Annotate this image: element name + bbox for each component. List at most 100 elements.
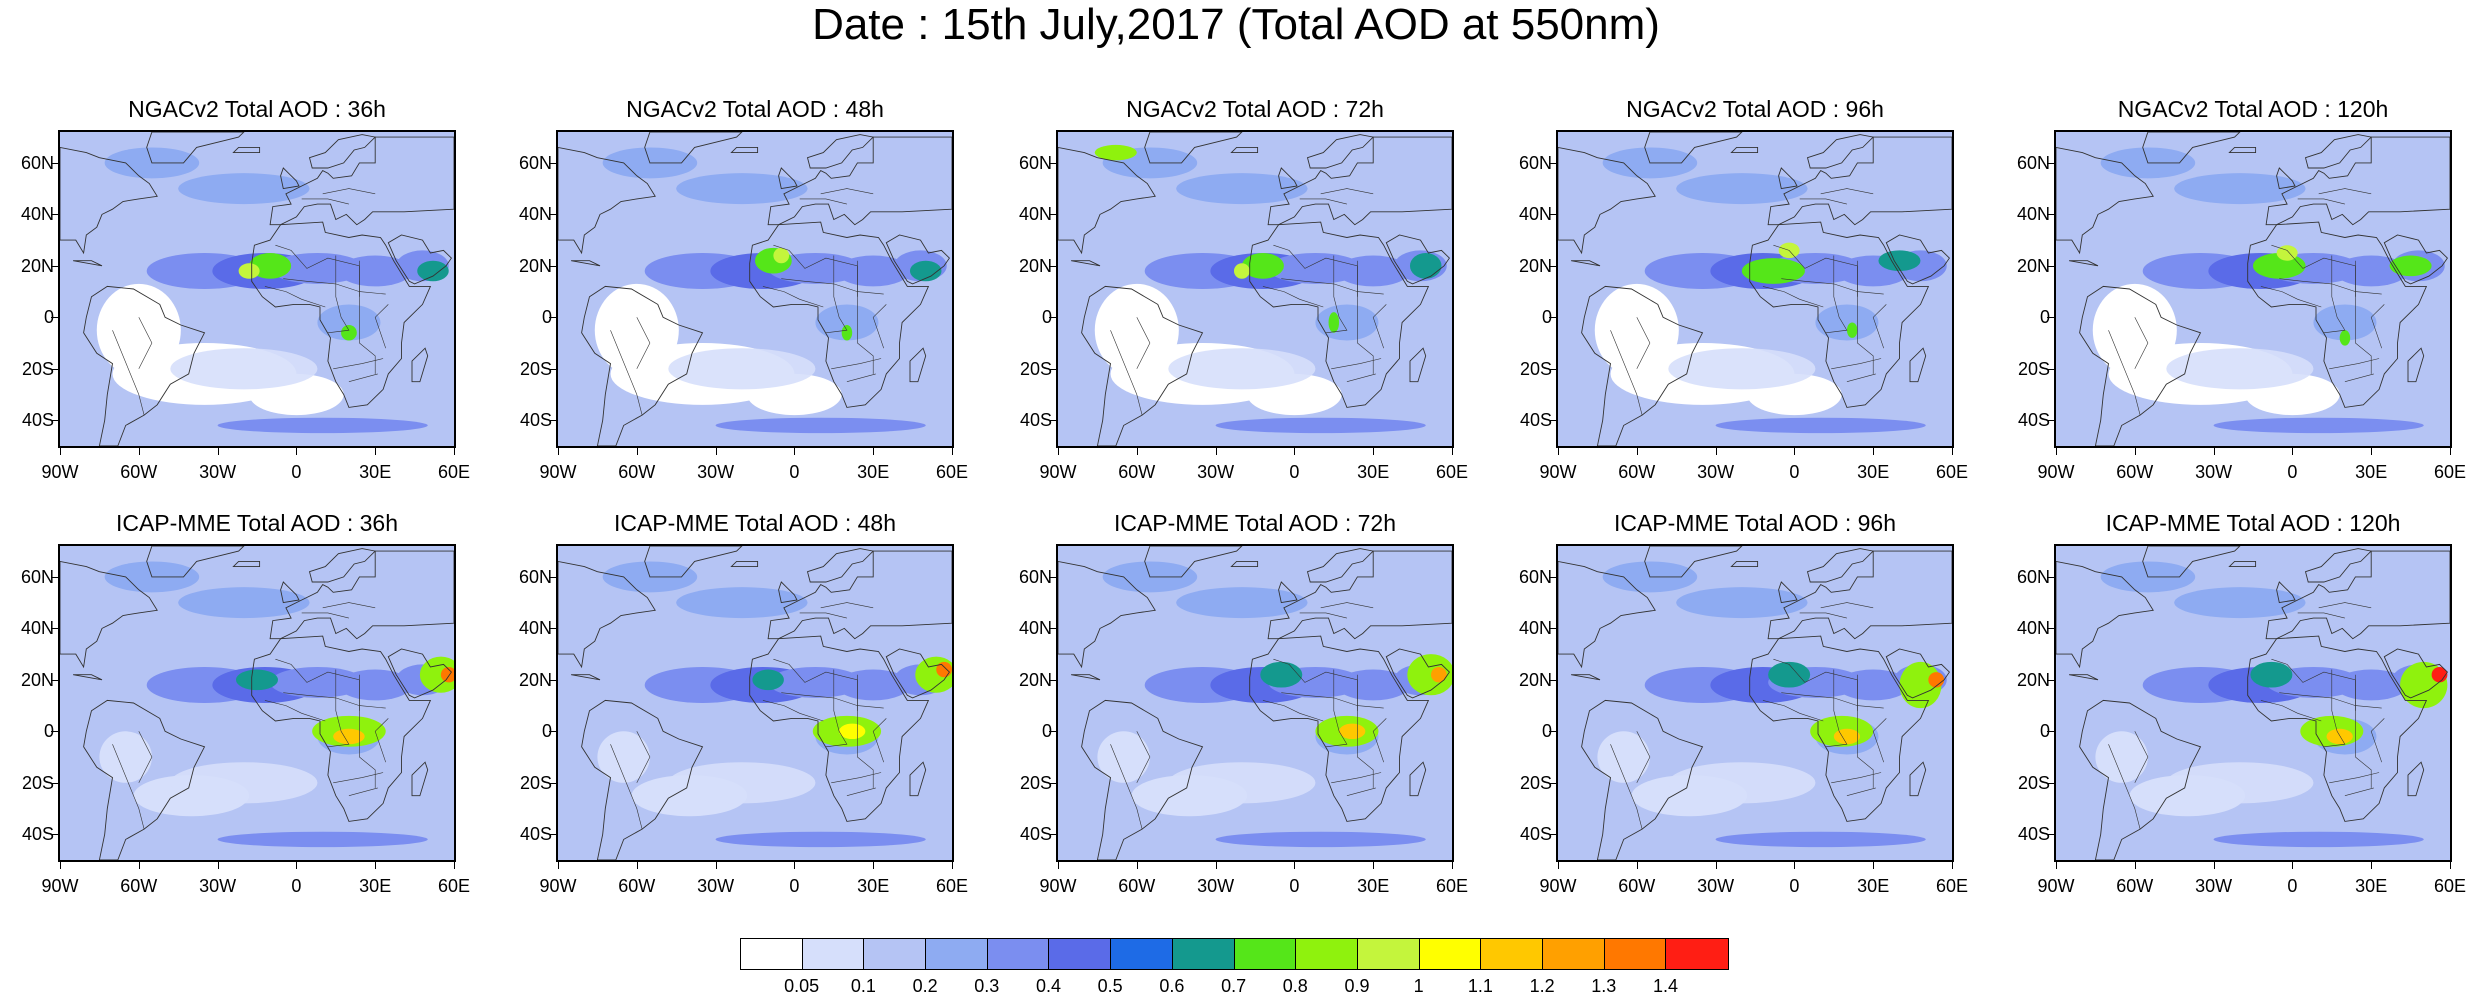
coastline-madagascar — [909, 761, 927, 797]
x-tick-mark — [2213, 448, 2215, 455]
country-border — [762, 286, 824, 308]
x-tick-label: 30E — [359, 876, 392, 896]
country-border — [1825, 255, 1848, 334]
country-border — [2134, 317, 2149, 369]
y-tick-label: 20S — [1019, 772, 1052, 793]
aod-low-region — [170, 762, 318, 804]
y-tick-label: 20S — [1519, 772, 1552, 793]
y-tick-mark — [549, 782, 556, 784]
x-tick-label: 60E — [1935, 462, 1969, 482]
x-tick-mark — [138, 448, 140, 455]
coastline-caribbean — [571, 674, 601, 681]
country-border — [1762, 700, 1824, 722]
panel-title: NGACv2 Total AOD : 36h — [128, 96, 386, 122]
country-border — [1346, 787, 1376, 796]
country-border — [138, 317, 153, 369]
coastline-europe — [1267, 548, 1452, 640]
coastline-iceland — [2228, 560, 2257, 568]
country-border — [2108, 744, 2141, 830]
y-tick-label: 60N — [2016, 566, 2050, 587]
y-tick-label: 60N — [518, 566, 552, 587]
y-tick-label: 40S — [21, 824, 54, 845]
x-tick-mark — [217, 448, 219, 455]
coastline-britain — [778, 581, 798, 604]
y-tick-mark — [2047, 317, 2054, 319]
x-tick-label: 30W — [697, 876, 735, 896]
x-tick-label: 30W — [199, 462, 237, 482]
colorbar-label: 0.6 — [1159, 976, 1185, 996]
aod-map — [58, 130, 456, 448]
y-tick-label: 40N — [20, 204, 54, 225]
aod-low-region — [1594, 283, 1679, 377]
country-border — [1320, 188, 1374, 195]
coastline-namerica — [558, 560, 656, 669]
aod-hotspot — [1094, 144, 1137, 161]
aod-map — [556, 130, 954, 448]
country-border — [2108, 330, 2141, 416]
map-panel: NGACv2 Total AOD : 48h 60N 40N 20N 0 20S 40S 90… — [519, 96, 968, 482]
x-tick-mark — [2213, 862, 2215, 869]
y-tick-label: 20S — [21, 772, 54, 793]
coastline-iceland — [1230, 146, 1259, 154]
aod-hotspot — [2339, 330, 2351, 346]
country-border — [872, 304, 887, 349]
x-tick-mark — [952, 448, 953, 455]
coastline-greenland — [644, 132, 743, 164]
y-tick-label: 40S — [2017, 824, 2050, 845]
coastline-iceland — [1230, 560, 1259, 568]
country-border — [1610, 744, 1643, 830]
aod-hotspot — [1878, 250, 1921, 271]
coastlines — [60, 546, 454, 860]
colorbar-swatch — [802, 939, 865, 969]
y-tick-label: 0 — [541, 307, 552, 328]
coastline-namerica — [2056, 560, 2154, 669]
aod-hotspot — [2250, 661, 2293, 688]
country-border — [327, 255, 350, 334]
x-tick-label: 30W — [2195, 462, 2233, 482]
x-tick-mark — [1373, 448, 1375, 455]
country-border — [846, 373, 876, 382]
coastline-arabia — [2383, 234, 2448, 285]
country-border — [1846, 373, 1876, 382]
x-tick-label: 30E — [2355, 876, 2388, 896]
colorbar-label: 1.1 — [1467, 976, 1493, 996]
y-tick-mark — [549, 731, 556, 733]
coastline-iceland — [730, 560, 759, 568]
aod-low-region — [170, 348, 318, 390]
country-border — [610, 330, 643, 416]
country-border — [857, 674, 874, 788]
aod-hotspot — [1833, 728, 1861, 745]
coastline-iceland — [730, 146, 759, 154]
aod-hotspot — [1328, 312, 1340, 333]
x-tick-label: 30W — [1197, 876, 1235, 896]
coastline-europe — [1767, 134, 1952, 226]
country-border — [799, 612, 847, 619]
coastline-madagascar — [411, 761, 429, 797]
country-border — [2323, 669, 2346, 748]
coastline-africa — [749, 635, 930, 822]
country-border — [1372, 304, 1387, 349]
aod-hotspot — [235, 669, 279, 691]
country-border — [2260, 700, 2322, 722]
y-tick-label: 60N — [1518, 566, 1552, 587]
x-tick-mark — [1373, 862, 1375, 869]
aod-plume — [338, 255, 412, 287]
y-tick-mark — [549, 317, 556, 319]
aod-plume — [1336, 255, 1410, 287]
aod-hotspot — [2276, 245, 2298, 261]
y-tick-label: 40N — [1518, 204, 1552, 225]
aod-low-region — [2166, 762, 2314, 804]
country-border — [2323, 255, 2346, 334]
x-tick-mark — [1294, 448, 1296, 455]
x-tick-label: 60E — [1435, 462, 1469, 482]
country-border — [2297, 198, 2345, 205]
country-border — [112, 330, 145, 416]
colorbar-label: 0.7 — [1221, 976, 1247, 996]
colorbar-swatch — [741, 939, 803, 969]
country-border — [1357, 674, 1374, 788]
x-tick-label: 90W — [41, 876, 79, 896]
aod-plume — [178, 173, 310, 205]
aod-low-region — [594, 283, 679, 377]
coastline-samerica — [581, 285, 704, 446]
x-tick-mark — [1952, 862, 1953, 869]
